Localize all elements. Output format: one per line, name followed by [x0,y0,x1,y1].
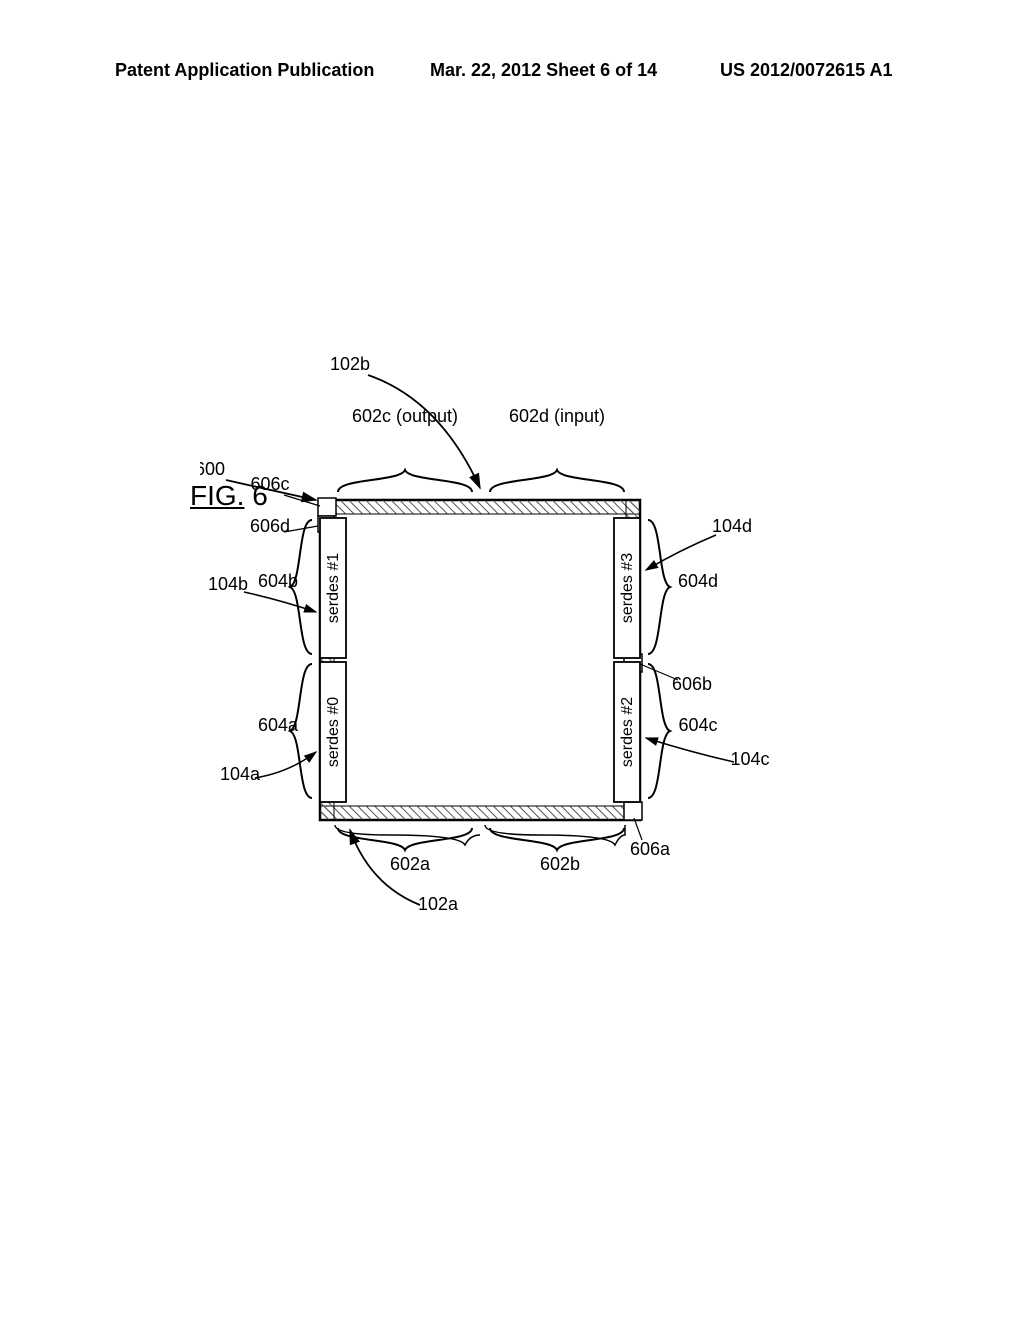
label-606a: 606a [630,839,671,859]
brace-602c [338,470,472,492]
figure-title: FIG. 6 [190,480,268,512]
label-602a: 602a [390,854,431,874]
right-edge-hatch [320,500,640,514]
serdes-1-label: serdes #1 [325,553,342,623]
brace-602b [485,825,625,845]
label-602c: 602c (output) [352,406,458,426]
corner-606a [624,802,642,820]
label-604b: 604b [258,571,298,591]
header-docnum: US 2012/0072615 A1 [720,60,892,81]
brace-602a [335,825,480,845]
fig-title-num: 6 [244,480,267,511]
arrow-104b [244,592,316,612]
label-606d: 606d [250,516,290,536]
chip-outline [320,500,640,820]
arrow-102b [368,375,480,488]
leader-606a [634,818,642,840]
left-edge-hatch [320,806,640,820]
corner-606c [318,498,336,516]
label-602d: 602d (input) [509,406,605,426]
label-600: 600 [200,459,225,479]
label-602b: 602b [540,854,580,874]
label-606b: 606b [672,674,712,694]
brace-602d [490,470,624,492]
arrow-104c [646,738,734,762]
leader-606b [640,664,678,680]
label-102b: 102b [330,354,370,374]
serdes-3-label: serdes #3 [619,553,636,623]
arrow-104a [255,752,316,778]
fig-title-prefix: FIG. [190,480,244,511]
arrow-104d [646,535,716,570]
label-604a: 604a [258,715,299,735]
label-104d: 104d [712,516,752,536]
figure-6-svg: serdes #0 serdes #1 serdes #2 serdes #3 … [200,260,820,980]
label-104c: 104c [730,749,769,769]
serdes-2-label: serdes #2 [619,697,636,767]
brace-604d [648,520,670,654]
label-104b: 104b [208,574,248,594]
label-604c: 604c [678,715,717,735]
figure-6-container: serdes #0 serdes #1 serdes #2 serdes #3 … [200,260,820,960]
label-104a: 104a [220,764,261,784]
serdes-0-label: serdes #0 [325,697,342,767]
header-publication: Patent Application Publication [115,60,374,81]
brace-604c [648,664,670,798]
label-102a: 102a [418,894,459,914]
header-date-sheet: Mar. 22, 2012 Sheet 6 of 14 [430,60,657,81]
label-604d: 604d [678,571,718,591]
